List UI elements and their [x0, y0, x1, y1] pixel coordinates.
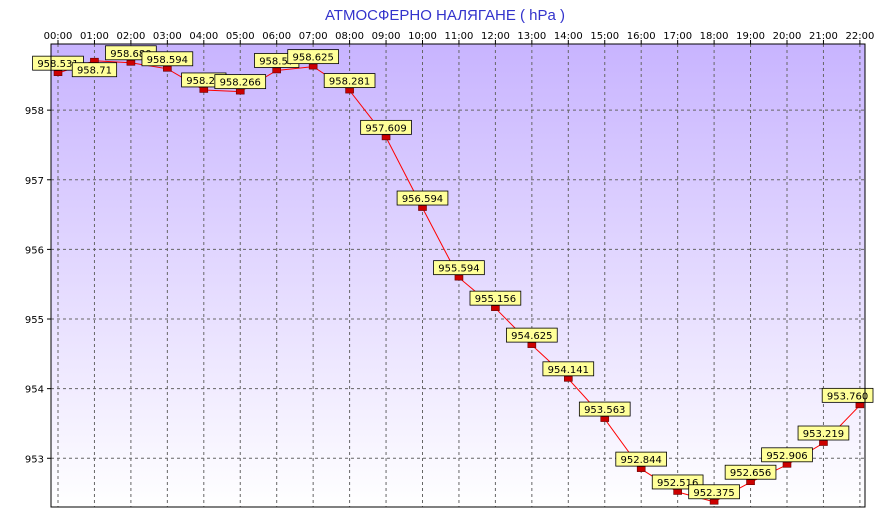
data-label: 958.71: [77, 66, 112, 77]
data-label-box: [396, 190, 449, 206]
data-label: 958.281: [329, 77, 370, 88]
x-tick-label: 11:00: [445, 31, 474, 42]
x-tick-label: 10:00: [408, 31, 437, 42]
x-tick-label: 22:00: [845, 31, 874, 42]
data-label: 952.844: [621, 455, 662, 466]
data-point: [782, 462, 792, 468]
data-label: 958.680: [110, 49, 151, 60]
data-point: [418, 205, 427, 211]
x-tick-label: 01:00: [80, 31, 109, 42]
data-label-box: [821, 387, 874, 403]
data-label: 953.219: [803, 429, 844, 440]
data-point: [527, 342, 537, 348]
x-axis-ticks: 00:00 01:00 02:00 03:00 04:00 05:00 06:00 07:00…: [44, 31, 874, 44]
data-label-box: [287, 49, 339, 65]
data-label-box: [688, 484, 740, 500]
data-label-box: [141, 51, 194, 67]
data-label-box: [214, 74, 267, 90]
x-tick-label: 18:00: [700, 31, 729, 42]
data-label: 953.563: [584, 405, 625, 416]
y-tick-label: 954: [25, 385, 44, 396]
y-tick-label: 956: [25, 245, 44, 256]
data-point: [163, 65, 172, 72]
data-point: [636, 466, 646, 472]
x-tick-label: 15:00: [590, 31, 619, 42]
data-point: [709, 498, 719, 505]
data-label: 958.594: [147, 55, 188, 66]
data-point: [199, 87, 209, 93]
x-tick-label: 08:00: [335, 31, 364, 42]
data-label: 958.29: [186, 76, 221, 87]
data-label: 952.516: [657, 478, 698, 489]
x-tick-label: 02:00: [116, 31, 145, 42]
data-label-box: [797, 425, 850, 441]
data-point: [600, 416, 610, 422]
data-label-box: [542, 361, 595, 377]
x-tick-label: 14:00: [554, 31, 583, 42]
data-label: 955.156: [475, 294, 516, 305]
data-label-box: [469, 290, 522, 306]
data-label: 952.656: [730, 468, 771, 479]
data-label: 954.141: [548, 365, 589, 376]
data-label-box: [615, 451, 667, 467]
x-tick-label: 16:00: [627, 31, 656, 42]
data-label-box: [724, 464, 777, 480]
y-tick-label: 958: [25, 106, 44, 117]
data-label-box: [71, 62, 118, 78]
data-label: 958.266: [220, 78, 261, 89]
data-label: 953.760: [827, 391, 868, 402]
x-tick-label: 19:00: [736, 31, 765, 42]
data-label: 952.375: [693, 488, 734, 499]
y-tick-label: 955: [25, 315, 44, 326]
data-point: [819, 440, 828, 446]
data-label: 958.57: [259, 56, 294, 67]
data-label-box: [433, 260, 485, 276]
data-point: [673, 489, 682, 495]
x-tick-label: 20:00: [773, 31, 802, 42]
data-label-box: [360, 119, 412, 135]
data-point: [454, 274, 464, 281]
data-point: [563, 376, 573, 382]
data-point: [746, 479, 755, 486]
x-tick-label: 13:00: [517, 31, 546, 42]
y-tick-label: 953: [25, 454, 44, 465]
x-tick-label: 00:00: [44, 31, 73, 42]
chart-title: АТМОСФЕРНО НАЛЯГАНЕ ( hPa ): [325, 7, 565, 24]
data-point: [272, 67, 282, 74]
data-label: 954.625: [511, 331, 552, 342]
data-point: [308, 63, 318, 70]
data-label-box: [506, 327, 558, 343]
data-point: [855, 402, 865, 409]
data-label-box: [323, 73, 376, 88]
x-tick-label: 07:00: [299, 31, 328, 42]
y-axis-ticks: 953 954 955 956 957 958: [25, 106, 51, 465]
x-tick-label: 05:00: [226, 31, 255, 42]
x-tick-label: 06:00: [262, 31, 291, 42]
data-point: [491, 305, 500, 311]
y-tick-label: 957: [25, 176, 44, 187]
data-label: 958.625: [292, 53, 333, 64]
data-point: [381, 134, 391, 141]
data-point: [235, 88, 245, 95]
data-label: 952.906: [766, 451, 807, 462]
data-label-box: [761, 447, 813, 463]
data-label: 958.531: [37, 59, 78, 70]
data-point: [53, 70, 63, 76]
x-tick-label: 03:00: [153, 31, 182, 42]
data-point: [345, 87, 354, 94]
x-tick-label: 12:00: [481, 31, 510, 42]
x-tick-label: 21:00: [809, 31, 838, 42]
x-tick-label: 09:00: [372, 31, 401, 42]
data-points: [53, 57, 865, 505]
x-tick-label: 04:00: [189, 31, 218, 42]
data-label: 957.609: [365, 123, 406, 134]
data-point: [126, 59, 136, 66]
data-label-box: [578, 401, 631, 417]
data-label: 955.594: [438, 264, 479, 275]
x-tick-label: 17:00: [663, 31, 692, 42]
data-label: 956.594: [402, 194, 443, 205]
